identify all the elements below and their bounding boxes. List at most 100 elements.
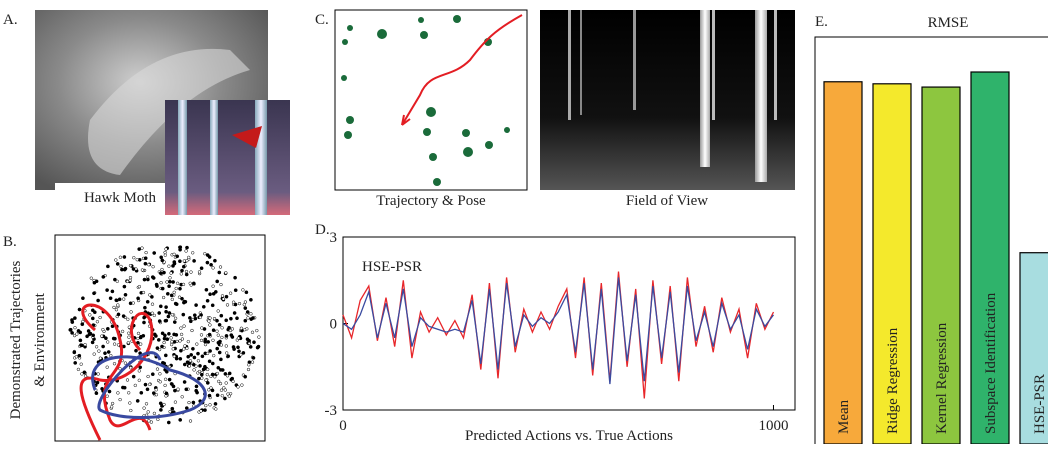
dot: [243, 306, 248, 310]
dot: [151, 265, 155, 269]
dot: [231, 300, 236, 304]
dot: [149, 420, 154, 424]
pillar: [755, 10, 767, 182]
dot: [129, 408, 133, 413]
dot: [213, 258, 217, 263]
dot: [146, 410, 150, 414]
dot: [160, 331, 165, 336]
dot: [217, 270, 222, 275]
bar: [921, 86, 961, 445]
dot: [172, 354, 176, 359]
dot: [169, 342, 174, 347]
dot: [88, 313, 92, 317]
dot: [103, 351, 107, 356]
dot: [159, 255, 164, 260]
dot: [203, 252, 207, 256]
dot: [211, 266, 215, 270]
dot: [200, 354, 205, 359]
dot: [220, 326, 224, 330]
dot: [176, 387, 180, 391]
dot: [164, 247, 168, 251]
dot: [155, 346, 160, 350]
dot: [150, 372, 155, 377]
dot: [162, 340, 166, 345]
dot: [215, 371, 219, 376]
dot: [131, 301, 135, 305]
dot: [236, 345, 240, 350]
dot: [232, 311, 237, 315]
dot: [129, 366, 133, 370]
dot: [210, 303, 215, 308]
dot: [143, 305, 147, 310]
dot: [186, 354, 191, 359]
dot: [191, 281, 196, 286]
dot: [218, 265, 223, 269]
dot: [137, 378, 141, 382]
y-axis-label: & Environment: [32, 292, 48, 387]
dot: [78, 338, 83, 343]
dot: [128, 278, 132, 283]
dot: [191, 251, 195, 255]
dot: [92, 280, 97, 285]
dot: [164, 305, 168, 309]
dot: [174, 356, 179, 361]
dot: [155, 367, 160, 371]
dot: [173, 400, 178, 404]
dot: [105, 288, 109, 292]
dot: [137, 284, 142, 289]
dot: [184, 387, 189, 392]
dot: [110, 405, 114, 409]
dot: [88, 331, 93, 336]
dot: [205, 253, 210, 257]
dot: [171, 384, 176, 389]
dot: [90, 340, 95, 345]
dot: [121, 385, 125, 390]
dot: [210, 361, 215, 366]
dot: [110, 289, 115, 294]
dot: [167, 331, 171, 336]
dot: [75, 332, 79, 336]
dot: [205, 381, 210, 385]
dot: [92, 291, 96, 296]
dot: [157, 319, 162, 323]
dot: [158, 401, 163, 406]
dot: [105, 326, 110, 331]
trajectory: [91, 351, 207, 419]
dot: [108, 296, 113, 301]
dot: [118, 397, 122, 402]
dot: [208, 349, 212, 353]
dot: [248, 345, 253, 349]
dot: [163, 250, 167, 255]
dot: [198, 315, 202, 320]
dot: [207, 388, 211, 392]
dot: [162, 270, 166, 275]
dot: [178, 245, 183, 250]
dot: [225, 351, 229, 355]
dot: [188, 316, 192, 320]
dot: [233, 288, 238, 293]
dot: [204, 378, 208, 382]
dot: [224, 344, 228, 348]
dot: [144, 250, 148, 255]
caption: Field of View: [626, 193, 708, 209]
dot: [246, 367, 251, 372]
obstacles: [341, 15, 510, 186]
dot: [171, 347, 175, 351]
dot: [172, 252, 176, 256]
dot: [146, 374, 150, 379]
dot: [160, 286, 165, 291]
dot: [210, 372, 215, 377]
dot: [169, 336, 173, 340]
dot: [106, 350, 111, 354]
dot: [189, 353, 194, 357]
pillar: [568, 10, 571, 120]
dot: [188, 419, 193, 423]
dot: [95, 320, 100, 324]
dot: [249, 312, 253, 316]
bar-label: Kernel Regression: [934, 322, 950, 434]
dot: [113, 277, 117, 282]
bar: [823, 81, 863, 445]
dot: [156, 338, 161, 342]
dot: [219, 357, 223, 362]
x-tick-label: 0: [339, 418, 347, 434]
